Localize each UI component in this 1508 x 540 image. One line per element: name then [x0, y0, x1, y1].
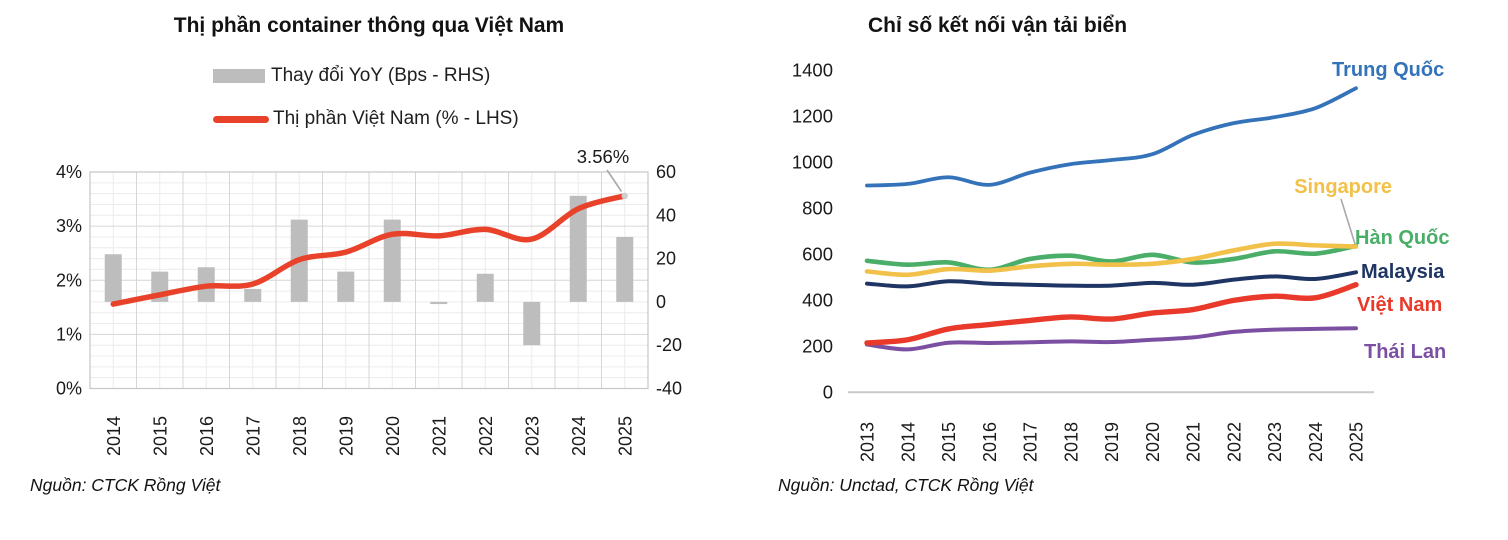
x-axis-label-2015: 2015	[939, 422, 959, 462]
x-axis-label-2018: 2018	[290, 416, 310, 456]
bar-yoy-2023	[523, 301, 541, 346]
y-axis-tick: 400	[802, 290, 833, 311]
bar-yoy-2025	[616, 236, 634, 302]
bar-yoy-2021	[430, 301, 448, 305]
bar-yoy-2017	[244, 288, 262, 302]
x-axis-label-2017: 2017	[1021, 422, 1041, 462]
bar-yoy-2014	[104, 254, 122, 302]
x-axis-label-2019: 2019	[1102, 422, 1122, 462]
left-axis-tick: 2%	[56, 270, 82, 290]
x-axis-label-2021: 2021	[1184, 422, 1204, 462]
line-singapore	[864, 241, 1359, 278]
bar-yoy-2024	[569, 195, 587, 302]
x-axis-label-2014: 2014	[898, 422, 918, 462]
x-axis-label-2015: 2015	[150, 416, 170, 456]
x-axis-label-2022: 2022	[476, 416, 496, 456]
legend-label-share: Thị phần Việt Nam (% - LHS)	[273, 108, 519, 129]
x-axis-label-2017: 2017	[243, 416, 263, 456]
left-chart-plot: 3.56% 4% 3% 2% 1% 0% 60 40 20 0 -20 -40 2014 2015 2016…	[56, 146, 682, 456]
line-end-dot	[621, 192, 628, 200]
series-label-thai-lan: Thái Lan	[1364, 341, 1446, 363]
line-malaysia	[865, 270, 1358, 289]
x-axis-label-2016: 2016	[197, 416, 217, 456]
left-chart-title: Thị phần container thông qua Việt Nam	[173, 14, 565, 37]
line-trung-quoc	[865, 86, 1358, 188]
series-label-han-quoc: Hàn Quốc	[1355, 227, 1449, 249]
legend-bar-swatch	[213, 69, 265, 83]
singapore-leader-line	[1340, 198, 1356, 245]
right-axis-tick: 60	[656, 162, 676, 182]
x-axis-label-2018: 2018	[1061, 422, 1081, 462]
right-axis-tick: 20	[656, 249, 676, 269]
left-axis-tick: 0%	[56, 379, 82, 399]
x-axis-label-2023: 2023	[522, 416, 542, 456]
right-chart-source: Nguồn: Unctad, CTCK Rồng Việt	[778, 475, 1034, 495]
y-axis-tick: 600	[802, 244, 833, 265]
bar-yoy-2019	[337, 271, 355, 302]
y-axis-tick: 1000	[792, 152, 833, 173]
x-axis-label-2016: 2016	[980, 422, 1000, 462]
legend-label-yoy: Thay đổi YoY (Bps - RHS)	[271, 65, 491, 86]
right-chart-title: Chỉ số kết nối vận tải biển	[868, 14, 1128, 37]
y-axis-tick: 0	[823, 382, 833, 403]
right-axis-tick: 40	[656, 205, 676, 225]
x-axis-label-2013: 2013	[858, 422, 878, 462]
legend-line-swatch	[213, 115, 269, 123]
x-axis-label-2024: 2024	[1306, 422, 1326, 462]
y-axis-tick: 200	[802, 336, 833, 357]
y-axis-tick: 800	[802, 198, 833, 219]
x-axis-label-2019: 2019	[336, 416, 356, 456]
x-axis-label-2023: 2023	[1265, 422, 1285, 462]
legend-item-share: Thị phần Việt Nam (% - LHS)	[213, 105, 519, 133]
x-axis-label-2014: 2014	[104, 416, 124, 456]
series-label-malaysia: Malaysia	[1361, 261, 1445, 283]
line-han-quoc	[864, 243, 1359, 273]
y-axis-tick: 1200	[792, 106, 833, 127]
right-axis-tick: 0	[656, 292, 666, 312]
bar-yoy-2020	[383, 219, 401, 302]
series-label-singapore: Singapore	[1294, 176, 1392, 198]
right-axis-tick: -20	[656, 335, 682, 355]
x-axis-label-2021: 2021	[429, 416, 449, 456]
right-chart-plot: 0 200 400 600 800 1000 1200 1400 2013 2014 2015 201…	[792, 59, 1450, 462]
x-axis-label-2022: 2022	[1224, 422, 1244, 462]
right-axis-tick: -40	[656, 379, 682, 399]
bar-yoy-2022	[476, 273, 494, 302]
line-thi-phan-viet-nam	[110, 193, 628, 307]
left-axis-tick: 3%	[56, 216, 82, 236]
plot-border	[89, 171, 649, 390]
x-axis-label-2025: 2025	[1347, 422, 1367, 462]
line-viet-nam	[864, 282, 1359, 346]
x-axis-label-2020: 2020	[383, 416, 403, 456]
x-axis-label-2020: 2020	[1143, 422, 1163, 462]
left-axis-tick: 4%	[56, 162, 82, 182]
left-axis-tick: 1%	[56, 324, 82, 344]
y-axis-tick: 1400	[792, 60, 833, 81]
left-chart-source: Nguồn: CTCK Rồng Việt	[30, 475, 221, 495]
legend-item-yoy: Thay đổi YoY (Bps - RHS)	[213, 62, 519, 90]
x-axis-label-2025: 2025	[615, 416, 635, 456]
series-label-viet-nam: Việt Nam	[1357, 294, 1442, 316]
left-chart-legend: Thay đổi YoY (Bps - RHS) Thị phần Việt N…	[213, 62, 519, 133]
annotation-leader-line	[606, 169, 623, 192]
annotation-value: 3.56%	[577, 146, 629, 167]
line-thai-lan	[865, 326, 1358, 352]
series-label-trung-quoc: Trung Quốc	[1332, 59, 1444, 81]
x-axis-label-2024: 2024	[569, 416, 589, 456]
